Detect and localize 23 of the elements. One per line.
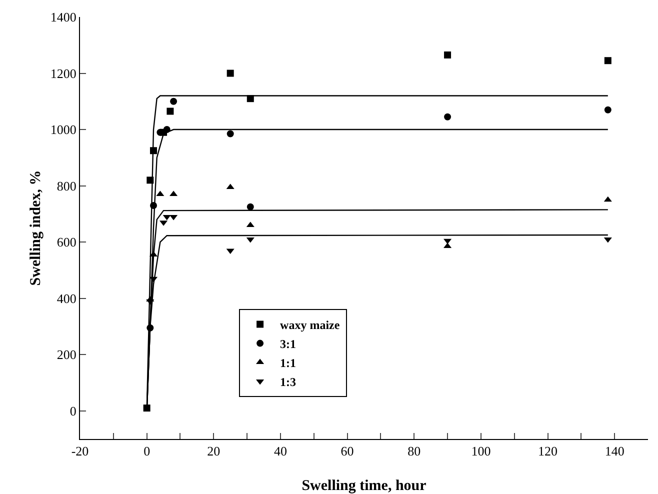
legend-label: 1:3 xyxy=(280,374,296,389)
x-tick-label: -20 xyxy=(71,444,89,459)
y-tick-label: 1200 xyxy=(50,66,76,81)
x-axis-title: Swelling time, hour xyxy=(302,478,427,494)
legend-label: waxy maize xyxy=(280,318,340,332)
x-tick-label: 0 xyxy=(144,444,150,459)
x-tick-label: 40 xyxy=(274,444,287,459)
y-tick-label: 200 xyxy=(56,347,76,362)
x-tick-label: 80 xyxy=(408,444,421,459)
y-axis-title: Swelling index, % xyxy=(28,170,44,286)
y-tick-label: 0 xyxy=(70,403,76,418)
x-tick-label: 120 xyxy=(538,444,558,459)
x-tick-label: 60 xyxy=(340,444,354,459)
y-tick-label: 1000 xyxy=(50,122,76,138)
x-tick-label: 140 xyxy=(604,444,624,459)
legend-label: 3:1 xyxy=(280,336,296,351)
y-tick-label: 800 xyxy=(56,178,76,194)
legend-label: 1:1 xyxy=(280,356,296,370)
y-tick-label: 600 xyxy=(56,234,76,250)
x-tick-label: 100 xyxy=(471,444,491,459)
y-tick-label: 1400 xyxy=(50,10,76,25)
y-tick-label: 400 xyxy=(56,290,76,306)
x-tick-label: 20 xyxy=(207,444,220,459)
